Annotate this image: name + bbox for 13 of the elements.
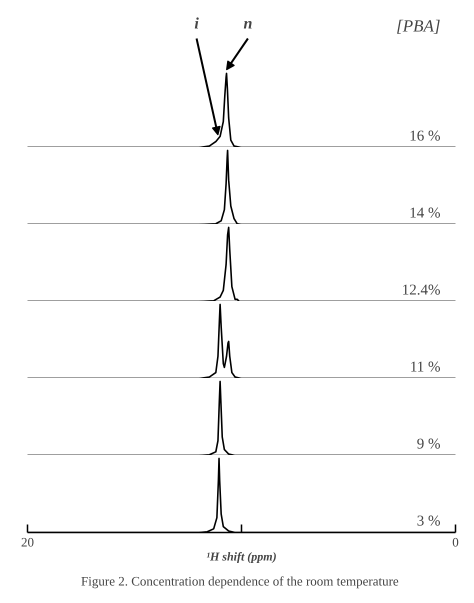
text: [PBA] — [396, 16, 441, 36]
annotation: 14 % — [409, 206, 441, 222]
x-tick-label: 20 — [21, 534, 34, 550]
annotation: 9 % — [416, 436, 441, 453]
annotation: 11 % — [410, 360, 441, 376]
caption: Figure 2. Concentration dependence of the room temperature — [81, 574, 399, 588]
annotation: n — [243, 16, 252, 32]
annotation: i — [194, 16, 200, 32]
x-tick-label: 0 — [452, 534, 459, 550]
x-axis-title: ¹H shift (ppm) — [206, 550, 277, 564]
annotation: 3 % — [416, 514, 441, 530]
annotation: 16 % — [409, 128, 441, 145]
annotation: 12.4% — [402, 282, 441, 299]
